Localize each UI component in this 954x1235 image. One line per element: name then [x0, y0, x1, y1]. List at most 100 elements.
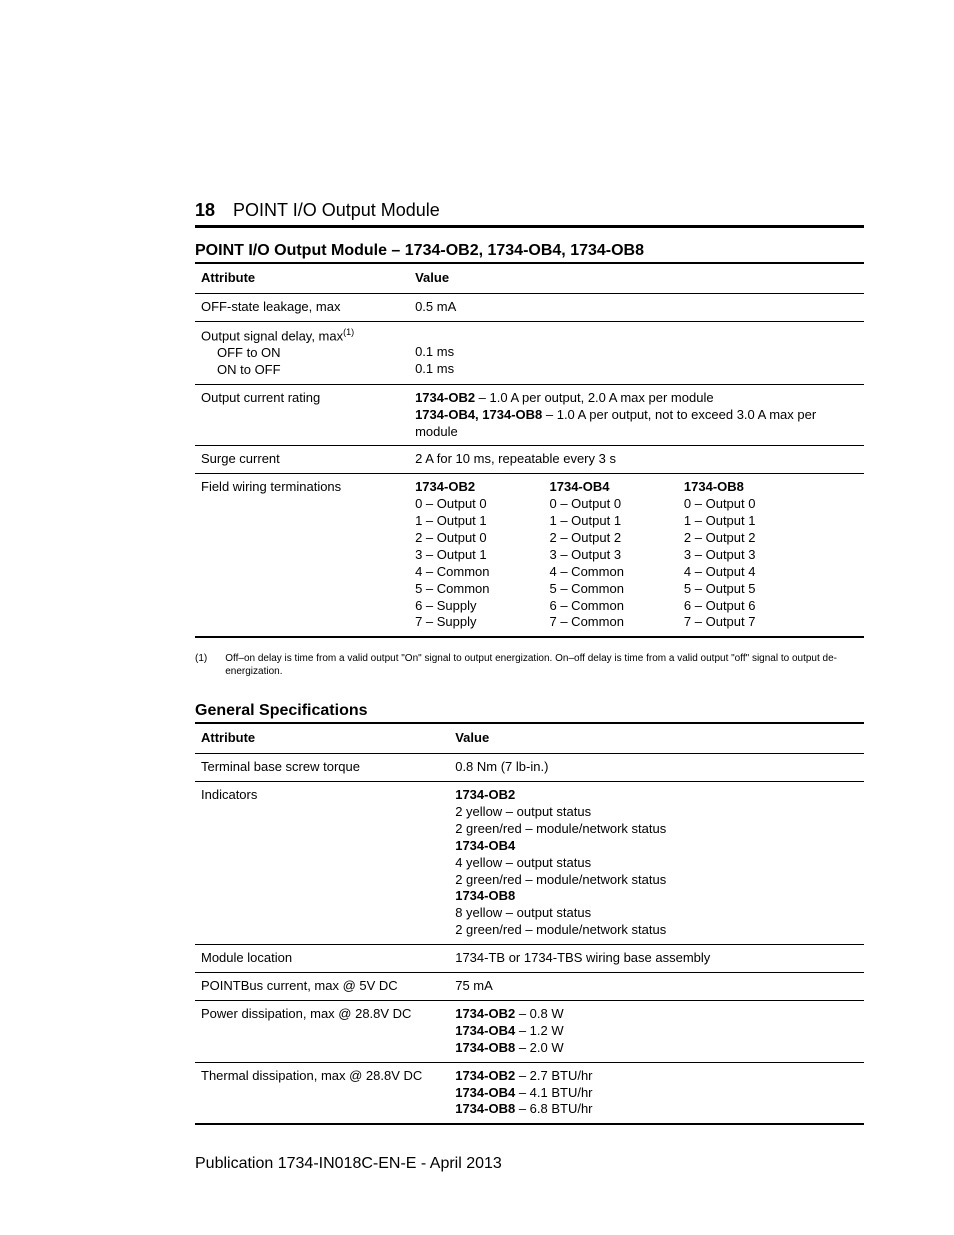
term-line: 6 – Output 6: [684, 598, 756, 613]
val-cell: 1734-OB2 0 – Output 0 1 – Output 1 2 – O…: [409, 474, 864, 638]
val-text: – 1.2 W: [515, 1023, 563, 1038]
term-col-ob2: 1734-OB2 0 – Output 0 1 – Output 1 2 – O…: [415, 479, 489, 631]
val-cell: 0.5 mA: [409, 293, 864, 321]
table-row: Output current rating 1734-OB2 – 1.0 A p…: [195, 384, 864, 446]
term-col-ob4: 1734-OB4 0 – Output 0 1 – Output 1 2 – O…: [550, 479, 624, 631]
term-line: 3 – Output 1: [415, 547, 487, 562]
attr-cell: Indicators: [195, 782, 449, 945]
val-cell: 1734-OB2 – 0.8 W 1734-OB4 – 1.2 W 1734-O…: [449, 1000, 864, 1062]
attr-cell: Module location: [195, 945, 449, 973]
val-bold: 1734-OB2: [455, 1006, 515, 1021]
term-line: 4 – Common: [550, 564, 624, 579]
attr-cell: POINTBus current, max @ 5V DC: [195, 973, 449, 1001]
term-line: 3 – Output 3: [684, 547, 756, 562]
attr-cell: Surge current: [195, 446, 409, 474]
val-cell: 75 mA: [449, 973, 864, 1001]
spec-table-2: Attribute Value Terminal base screw torq…: [195, 722, 864, 1125]
val-text: – 1.0 A per output, 2.0 A max per module: [475, 390, 714, 405]
attr-text: Output signal delay, max: [201, 328, 343, 343]
val-cell: 2 A for 10 ms, repeatable every 3 s: [409, 446, 864, 474]
term-line: 0 – Output 0: [550, 496, 622, 511]
terminations-grid: 1734-OB2 0 – Output 0 1 – Output 1 2 – O…: [415, 479, 858, 631]
val-bold: 1734-OB8: [455, 888, 515, 903]
term-line: 1 – Output 1: [550, 513, 622, 528]
table-header-row: Attribute Value: [195, 263, 864, 293]
val-text: – 0.8 W: [515, 1006, 563, 1021]
table2-title: General Specifications: [195, 702, 864, 720]
term-line: 1 – Output 1: [415, 513, 487, 528]
val-line: 8 yellow – output status: [455, 905, 591, 920]
table-header-row: Attribute Value: [195, 723, 864, 753]
table1-title: POINT I/O Output Module – 1734-OB2, 1734…: [195, 242, 864, 260]
term-line: 6 – Common: [550, 598, 624, 613]
term-line: 1 – Output 1: [684, 513, 756, 528]
val-cell: 1734-TB or 1734-TBS wiring base assembly: [449, 945, 864, 973]
table-row: Thermal dissipation, max @ 28.8V DC 1734…: [195, 1062, 864, 1124]
term-head: 1734-OB2: [415, 479, 475, 494]
term-line: 3 – Output 3: [550, 547, 622, 562]
col-value: Value: [449, 723, 864, 753]
val-line: 2 green/red – module/network status: [455, 821, 666, 836]
term-line: 4 – Output 4: [684, 564, 756, 579]
attr-cell: Output current rating: [195, 384, 409, 446]
val-line: 4 yellow – output status: [455, 855, 591, 870]
page-header: 18 POINT I/O Output Module: [195, 200, 864, 228]
table-row: OFF-state leakage, max 0.5 mA: [195, 293, 864, 321]
page-header-title: POINT I/O Output Module: [233, 200, 440, 221]
term-col-ob8: 1734-OB8 0 – Output 0 1 – Output 1 2 – O…: [684, 479, 756, 631]
table-row: Power dissipation, max @ 28.8V DC 1734-O…: [195, 1000, 864, 1062]
val-bold: 1734-OB4: [455, 1085, 515, 1100]
col-attribute: Attribute: [195, 263, 409, 293]
val-line: 2 yellow – output status: [455, 804, 591, 819]
val-text: – 6.8 BTU/hr: [515, 1101, 592, 1116]
page-number: 18: [195, 200, 215, 221]
page: 18 POINT I/O Output Module POINT I/O Out…: [0, 0, 954, 1235]
val-text: – 2.7 BTU/hr: [515, 1068, 592, 1083]
term-line: 0 – Output 0: [684, 496, 756, 511]
table-row: Indicators 1734-OB2 2 yellow – output st…: [195, 782, 864, 945]
val-cell: 1734-OB2 – 2.7 BTU/hr 1734-OB4 – 4.1 BTU…: [449, 1062, 864, 1124]
val-cell: 0.1 ms 0.1 ms: [409, 321, 864, 384]
val-bold: 1734-OB4: [455, 1023, 515, 1038]
attr-cell: OFF-state leakage, max: [195, 293, 409, 321]
val-cell: 1734-OB2 2 yellow – output status 2 gree…: [449, 782, 864, 945]
term-line: 7 – Output 7: [684, 614, 756, 629]
table-row: Surge current 2 A for 10 ms, repeatable …: [195, 446, 864, 474]
val-line: 2 green/red – module/network status: [455, 872, 666, 887]
attr-subline: ON to OFF: [201, 362, 281, 379]
footnote-text: Off–on delay is time from a valid output…: [225, 652, 864, 678]
val-bold: 1734-OB2: [455, 1068, 515, 1083]
term-line: 2 – Output 2: [550, 530, 622, 545]
col-value: Value: [409, 263, 864, 293]
table-row: Terminal base screw torque 0.8 Nm (7 lb-…: [195, 754, 864, 782]
spec-table-1: Attribute Value OFF-state leakage, max 0…: [195, 262, 864, 638]
footnote-ref: (1): [343, 327, 354, 337]
publication-line: Publication 1734-IN018C-EN-E - April 201…: [195, 1155, 864, 1173]
val-bold: 1734-OB4, 1734-OB8: [415, 407, 542, 422]
val-cell: 0.8 Nm (7 lb-in.): [449, 754, 864, 782]
attr-cell: Power dissipation, max @ 28.8V DC: [195, 1000, 449, 1062]
col-attribute: Attribute: [195, 723, 449, 753]
footnote: (1) Off–on delay is time from a valid ou…: [195, 652, 864, 678]
table-row: POINTBus current, max @ 5V DC 75 mA: [195, 973, 864, 1001]
term-line: 0 – Output 0: [415, 496, 487, 511]
table-row: Output signal delay, max(1) OFF to ON ON…: [195, 321, 864, 384]
val-bold: 1734-OB2: [415, 390, 475, 405]
attr-cell: Output signal delay, max(1) OFF to ON ON…: [195, 321, 409, 384]
footnote-marker: (1): [195, 652, 207, 678]
term-line: 5 – Common: [550, 581, 624, 596]
attr-cell: Field wiring terminations: [195, 474, 409, 638]
val-line: 0.1 ms: [415, 344, 454, 359]
val-line: 2 green/red – module/network status: [455, 922, 666, 937]
term-head: 1734-OB4: [550, 479, 610, 494]
table-row: Field wiring terminations 1734-OB2 0 – O…: [195, 474, 864, 638]
term-line: 5 – Common: [415, 581, 489, 596]
val-text: – 4.1 BTU/hr: [515, 1085, 592, 1100]
term-line: 7 – Common: [550, 614, 624, 629]
term-line: 6 – Supply: [415, 598, 476, 613]
attr-subline: OFF to ON: [201, 345, 281, 362]
val-bold: 1734-OB4: [455, 838, 515, 853]
table-row: Module location 1734-TB or 1734-TBS wiri…: [195, 945, 864, 973]
term-line: 7 – Supply: [415, 614, 476, 629]
val-bold: 1734-OB8: [455, 1101, 515, 1116]
